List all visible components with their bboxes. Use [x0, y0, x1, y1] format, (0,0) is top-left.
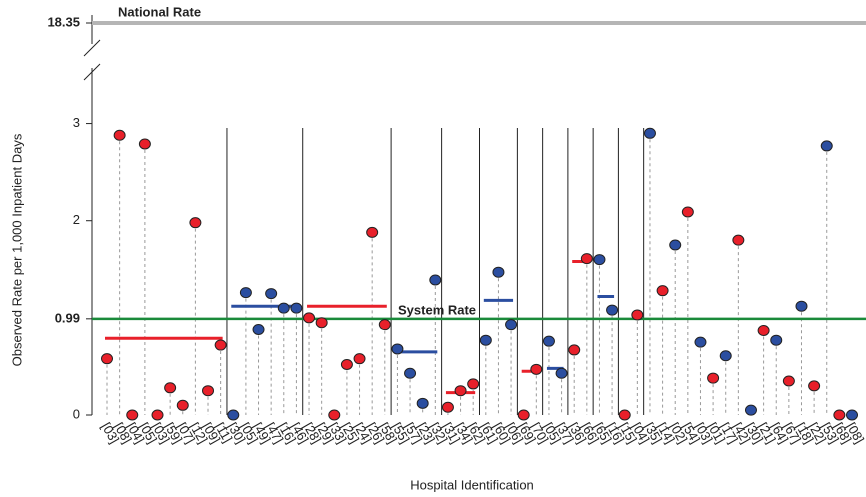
point	[126, 409, 139, 421]
point	[227, 409, 240, 421]
point	[846, 409, 858, 421]
system-rate-label: System Rate	[398, 302, 476, 317]
point	[833, 409, 846, 421]
point	[239, 287, 252, 299]
point	[593, 254, 606, 266]
point	[542, 335, 555, 347]
y-axis-title: Observed Rate per 1,000 Inpatient Days	[9, 133, 24, 366]
point	[732, 234, 745, 246]
point	[202, 385, 215, 397]
point	[606, 304, 619, 316]
point	[454, 385, 467, 397]
point	[252, 324, 265, 336]
point	[315, 317, 328, 329]
point	[757, 324, 770, 336]
point	[441, 401, 454, 413]
point	[429, 274, 442, 286]
point	[555, 367, 568, 379]
point	[707, 372, 720, 384]
point	[328, 409, 341, 421]
point	[138, 138, 151, 150]
point	[378, 319, 391, 331]
point	[416, 397, 429, 409]
point	[189, 217, 202, 229]
point	[631, 309, 644, 321]
point	[151, 409, 164, 421]
y-tick-label: 0.99	[55, 310, 80, 325]
point	[580, 253, 593, 265]
y-tick-label: 18.35	[47, 14, 80, 29]
point	[492, 266, 505, 278]
point	[568, 344, 581, 356]
point	[391, 343, 404, 355]
point	[113, 129, 126, 141]
axis-break	[83, 39, 101, 57]
point	[353, 353, 366, 365]
point	[505, 319, 518, 331]
y-tick-label: 3	[73, 115, 80, 130]
point	[164, 382, 177, 394]
point	[290, 302, 303, 314]
point	[770, 334, 783, 346]
point	[808, 380, 821, 392]
point	[719, 350, 732, 362]
point	[517, 409, 530, 421]
national-rate-label: National Rate	[118, 4, 201, 19]
point	[479, 334, 492, 346]
point	[820, 140, 833, 152]
point	[214, 339, 227, 351]
y-tick-label: 0	[73, 406, 80, 421]
point	[176, 399, 189, 411]
point	[669, 239, 682, 251]
point	[530, 363, 543, 375]
axis-break	[83, 63, 101, 81]
point	[366, 226, 379, 238]
point	[744, 404, 757, 416]
point	[404, 367, 417, 379]
y-tick-label: 2	[73, 212, 80, 227]
point	[643, 127, 656, 139]
point	[265, 288, 278, 300]
x-axis-title: Hospital Identification	[410, 477, 534, 492]
point	[277, 302, 290, 314]
point	[681, 206, 694, 218]
point	[795, 300, 808, 312]
point	[694, 336, 707, 348]
point	[656, 285, 669, 297]
point	[101, 353, 113, 365]
point	[340, 358, 353, 370]
point	[303, 312, 316, 324]
point	[618, 409, 631, 421]
point	[782, 375, 795, 387]
point	[467, 378, 480, 390]
